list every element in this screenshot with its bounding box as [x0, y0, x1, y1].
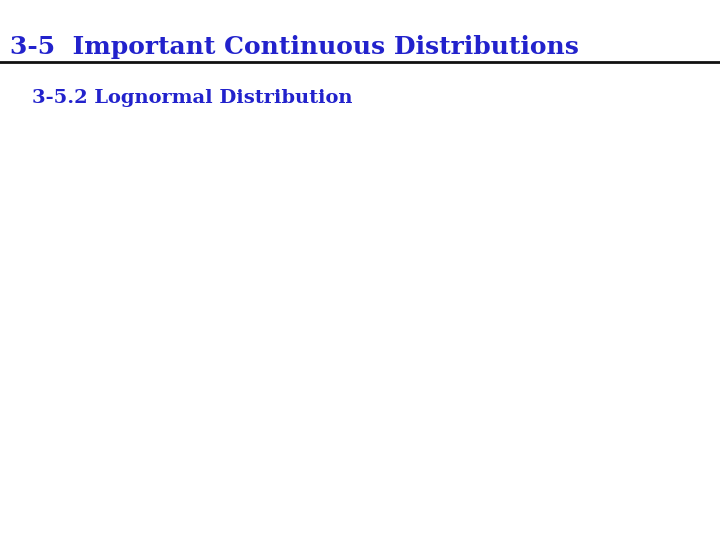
Text: 3-5  Important Continuous Distributions: 3-5 Important Continuous Distributions	[10, 35, 579, 59]
Text: 3-5.2 Lognormal Distribution: 3-5.2 Lognormal Distribution	[32, 89, 353, 107]
